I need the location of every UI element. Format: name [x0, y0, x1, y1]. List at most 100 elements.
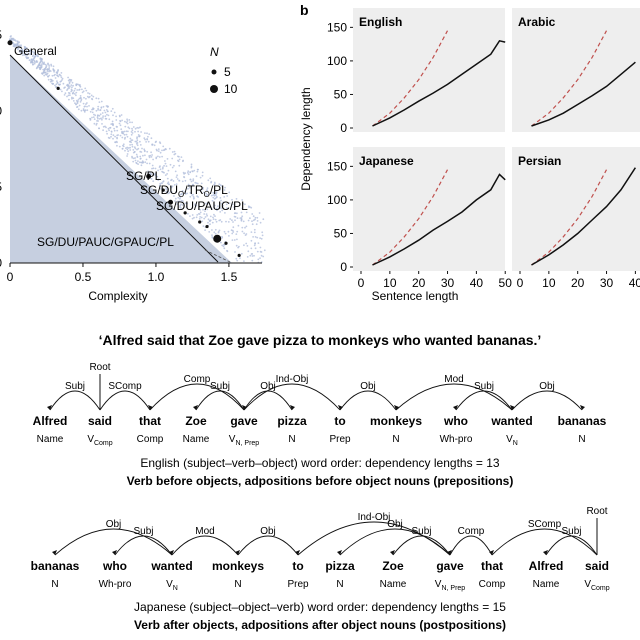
- cloud-dot: [190, 180, 193, 183]
- cloud-dot: [49, 80, 52, 83]
- cloud-dot: [170, 191, 173, 193]
- cloud-dot: [203, 213, 206, 215]
- cloud-dot: [181, 193, 184, 195]
- dependency-arc: [392, 535, 451, 556]
- cloud-dot: [76, 100, 79, 103]
- cloud-dot: [79, 101, 82, 103]
- cloud-dot: [159, 151, 162, 154]
- cloud-dot: [179, 196, 182, 198]
- cloud-dot: [140, 131, 143, 133]
- cloud-dot: [126, 122, 129, 125]
- cloud-dot: [221, 244, 224, 247]
- cloud-dot: [15, 44, 18, 46]
- cloud-dot: [191, 170, 194, 173]
- cloud-dot: [242, 220, 245, 223]
- cloud-dot: [60, 76, 63, 79]
- cloud-dot: [131, 121, 134, 124]
- cloud-dot: [232, 221, 234, 223]
- cloud-dot: [213, 231, 216, 234]
- cloud-dot: [220, 220, 223, 223]
- cloud-dot: [189, 215, 191, 218]
- cloud-dot: [233, 215, 236, 218]
- cloud-dot: [93, 118, 96, 120]
- cloud-dot: [128, 127, 131, 130]
- cloud-dot: [137, 134, 140, 136]
- cloud-dot: [151, 144, 154, 146]
- subplot-background: [353, 147, 505, 271]
- cloud-dot: [56, 82, 59, 84]
- cloud-dot: [190, 163, 193, 166]
- pos-tag-main: Name: [183, 434, 210, 445]
- cloud-dot: [72, 100, 75, 102]
- cloud-dot: [179, 193, 182, 196]
- cloud-dot: [245, 242, 248, 245]
- cloud-dot: [86, 109, 89, 112]
- cloud-dot: [253, 244, 256, 247]
- cloud-dot: [214, 218, 217, 221]
- cloud-dot: [39, 66, 42, 69]
- cloud-dot: [135, 162, 138, 165]
- cloud-dot: [225, 203, 228, 206]
- cloud-dot: [78, 88, 81, 91]
- cloud-dot: [97, 105, 100, 108]
- cloud-dot: [147, 170, 150, 173]
- cloud-dot: [223, 230, 226, 233]
- cloud-dot: [246, 245, 249, 247]
- arc-label: Subj: [133, 526, 153, 537]
- observed-line: [531, 61, 636, 127]
- cloud-dot: [254, 247, 257, 250]
- pos-tag-main: V: [584, 579, 591, 590]
- arc-arrowhead: [543, 550, 548, 555]
- arc-label: Comp: [458, 526, 485, 537]
- random-baseline-line: [531, 169, 608, 266]
- observed-line: [531, 167, 637, 266]
- cloud-dot: [212, 191, 215, 194]
- pos-tag: N: [578, 434, 585, 445]
- cloud-dot: [231, 232, 234, 235]
- cloud-dot: [249, 217, 251, 220]
- cloud-dot: [172, 180, 175, 182]
- cloud-dot: [15, 46, 18, 49]
- panel-b-dependency-plots: b Dependency length Sentence length Engl…: [299, 2, 640, 303]
- pos-tag-main: V: [435, 579, 442, 590]
- cloud-dot: [261, 234, 264, 237]
- cloud-dot: [161, 149, 163, 152]
- word: that: [139, 414, 161, 428]
- cloud-dot: [124, 125, 127, 128]
- cloud-dot: [67, 76, 69, 79]
- cloud-dot: [215, 194, 217, 197]
- cloud-dot: [35, 60, 38, 62]
- cloud-dot: [134, 127, 137, 130]
- cloud-dot: [70, 79, 73, 81]
- arc-label: Obj: [106, 519, 122, 530]
- cloud-dot: [54, 84, 56, 87]
- cloud-dot: [207, 221, 209, 224]
- arc-arrowhead: [394, 405, 399, 410]
- cloud-dot: [43, 68, 46, 70]
- cloud-dot: [110, 131, 113, 133]
- cloud-dot: [105, 117, 108, 120]
- cloud-dot: [164, 162, 167, 165]
- cloud-dot: [202, 208, 204, 211]
- cloud-dot: [96, 120, 98, 122]
- cloud-dot: [126, 148, 129, 151]
- y-tick-label: 50: [334, 226, 348, 240]
- x-tick-label: 1.5: [221, 270, 238, 284]
- cloud-dot: [170, 186, 173, 189]
- cloud-dot: [126, 135, 129, 138]
- cloud-dot: [106, 106, 109, 108]
- arc-arrowhead: [47, 405, 52, 410]
- cloud-dot: [223, 243, 225, 246]
- y-tick-label: 1.5: [0, 28, 2, 42]
- dependency-arc: [449, 535, 493, 556]
- cloud-dot: [202, 191, 205, 194]
- cloud-dot: [250, 253, 253, 255]
- pos-tag: N: [392, 434, 399, 445]
- dependency-arc: [297, 521, 451, 556]
- frontier-line: [9, 54, 219, 263]
- cloud-dot: [185, 206, 188, 209]
- cloud-dot: [163, 149, 166, 151]
- dependency-arc: [171, 535, 239, 556]
- data-point: [56, 86, 60, 90]
- cloud-dot: [118, 145, 121, 148]
